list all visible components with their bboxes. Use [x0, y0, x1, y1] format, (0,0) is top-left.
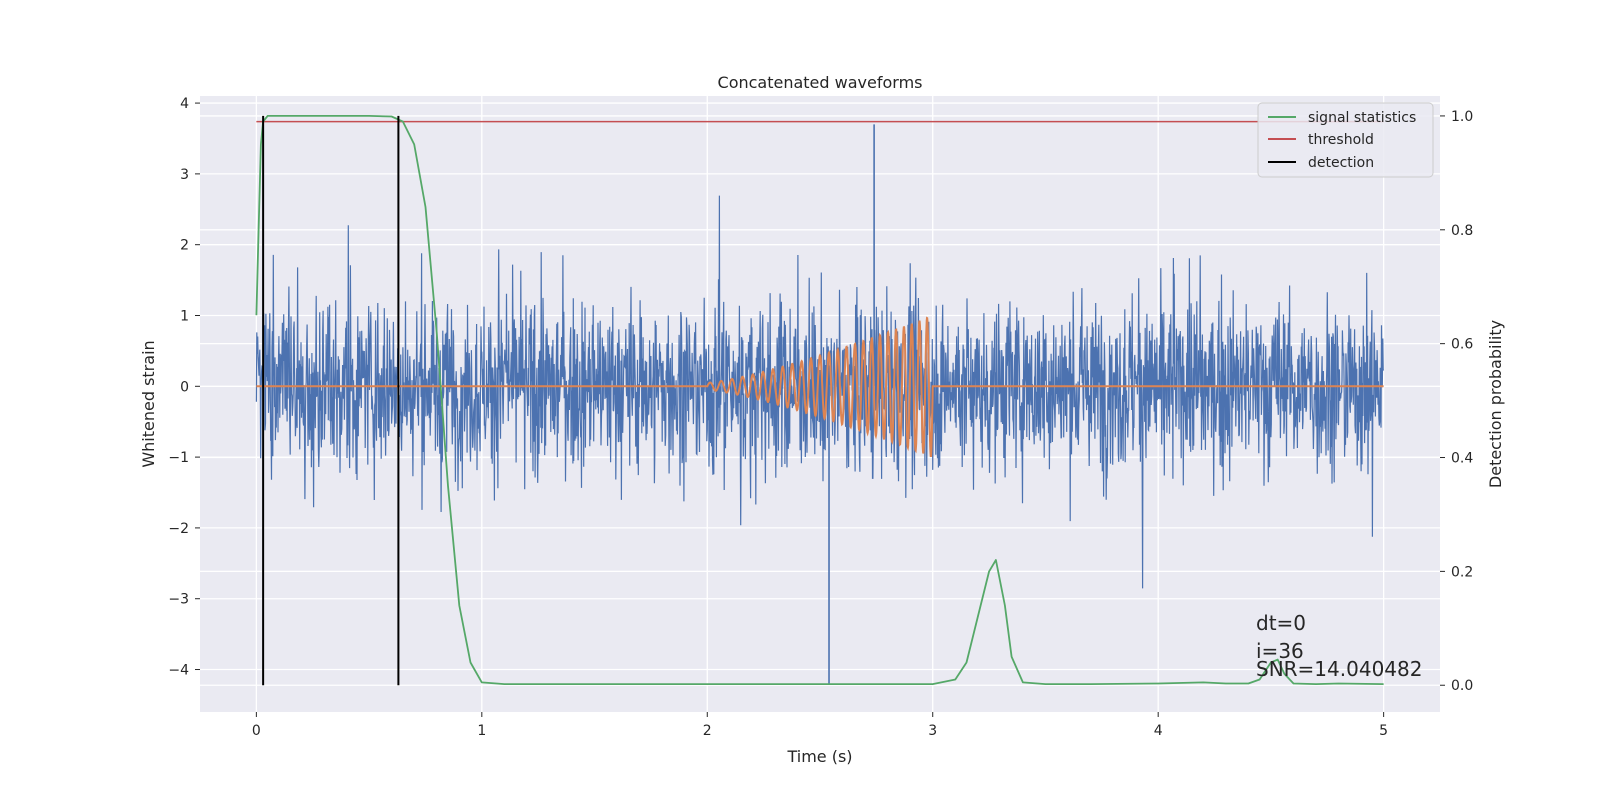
- y-tick-label-right: 0.8: [1451, 223, 1473, 239]
- y-tick-label: −2: [168, 521, 189, 537]
- signal-statistics-line: [255, 115, 1384, 685]
- y-tick-label-right: 0.4: [1451, 451, 1473, 467]
- y-axis-label-right: Detection probability: [1486, 320, 1505, 488]
- legend-label-detection: detection: [1308, 155, 1374, 171]
- y-tick-label: 2: [180, 238, 189, 254]
- y-tick-label-right: 0.6: [1451, 337, 1473, 353]
- annotation-snr: SNR=14.040482: [1256, 657, 1422, 681]
- legend-label-signal-statistics: signal statistics: [1308, 110, 1416, 126]
- y-tick-label: −4: [168, 663, 189, 679]
- legend-label-threshold: threshold: [1308, 132, 1374, 148]
- y-tick-label: 4: [180, 96, 189, 112]
- y-tick-label: −1: [168, 450, 189, 466]
- x-tick-label: 5: [1379, 723, 1388, 739]
- y-tick-label: −3: [168, 592, 189, 608]
- legend: signal statistics threshold detection: [1257, 102, 1434, 178]
- x-tick-label: 1: [477, 723, 486, 739]
- chart-title: Concatenated waveforms: [718, 73, 923, 92]
- annotation-index: i=36: [1256, 639, 1304, 663]
- annotation-dt: dt=0: [1256, 611, 1306, 635]
- y-axis-label: Whitened strain: [139, 340, 158, 467]
- x-tick-label: 3: [928, 723, 937, 739]
- y-tick-label-right: 0.0: [1451, 678, 1473, 694]
- y-tick-label-right: 1.0: [1451, 109, 1473, 125]
- x-axis-label: Time (s): [786, 747, 852, 766]
- y-tick-label: 1: [180, 308, 189, 324]
- x-tick-label: 4: [1154, 723, 1163, 739]
- y-tick-label: 3: [180, 167, 189, 183]
- x-tick-label: 2: [703, 723, 712, 739]
- noise-trace: [255, 195, 1385, 589]
- y-tick-label: 0: [180, 379, 189, 395]
- ticks: 0 1 2 3 4 5 −4 −3 −2 −1 0 1 2 3 4 0.0 0.2 0.4 0.6 0.8 1.0: [168, 96, 1473, 739]
- y-tick-label-right: 0.2: [1451, 564, 1473, 580]
- x-tick-label: 0: [252, 723, 261, 739]
- injection-trace: [256, 316, 1384, 457]
- data-layer: [255, 115, 1385, 686]
- annotation-block: dt=0 i=36 SNR=14.040482: [1256, 611, 1422, 681]
- legend-box: [1257, 102, 1434, 178]
